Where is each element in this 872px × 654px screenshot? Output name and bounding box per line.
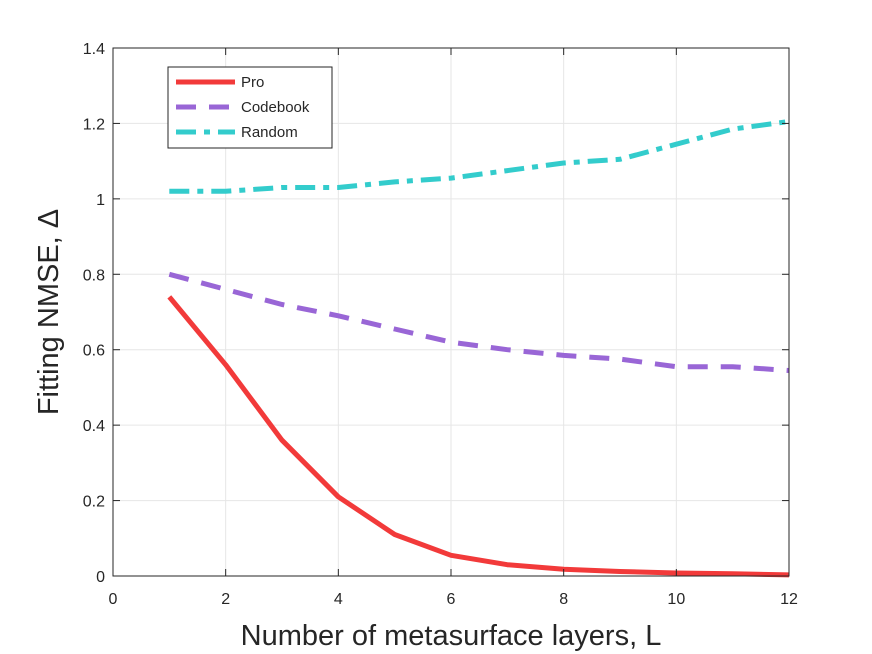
x-tick-label: 8 [559, 591, 568, 608]
series-line-pro [167, 295, 790, 578]
y-tick-label: 0.4 [83, 418, 105, 435]
x-tick-label: 6 [447, 591, 456, 608]
y-tick-label: 1.2 [83, 116, 105, 133]
y-tick-label: 0 [96, 569, 105, 586]
y-axis-title: Fitting NMSE, Δ [33, 209, 65, 415]
y-tick-label: 1 [96, 192, 105, 209]
series-lines [167, 119, 790, 578]
y-tick-label: 0.6 [83, 343, 105, 360]
grid-lines [112, 47, 790, 577]
legend-label-random: Random [241, 124, 298, 141]
legend: Pro Codebook Random [167, 66, 333, 149]
x-tick-label: 10 [667, 591, 685, 608]
y-tick-label: 1.4 [83, 41, 105, 58]
y-tick-label: 0.2 [83, 494, 105, 511]
x-tick-label: 12 [780, 591, 798, 608]
series-line-codebook [168, 271, 790, 373]
x-tick-label: 2 [221, 591, 230, 608]
y-tick-label: 0.8 [83, 267, 105, 284]
legend-label-codebook: Codebook [241, 99, 310, 116]
x-tick-label: 4 [334, 591, 343, 608]
x-axis-title: Number of metasurface layers, L [241, 620, 662, 652]
series-line-random [169, 119, 790, 194]
x-tick-label: 0 [109, 591, 118, 608]
axis-ticks: 0 2 4 6 8 10 12 0 0.2 0.4 0.6 0.8 1 1.2 1.4 [83, 41, 798, 608]
legend-label-pro: Pro [241, 74, 264, 91]
